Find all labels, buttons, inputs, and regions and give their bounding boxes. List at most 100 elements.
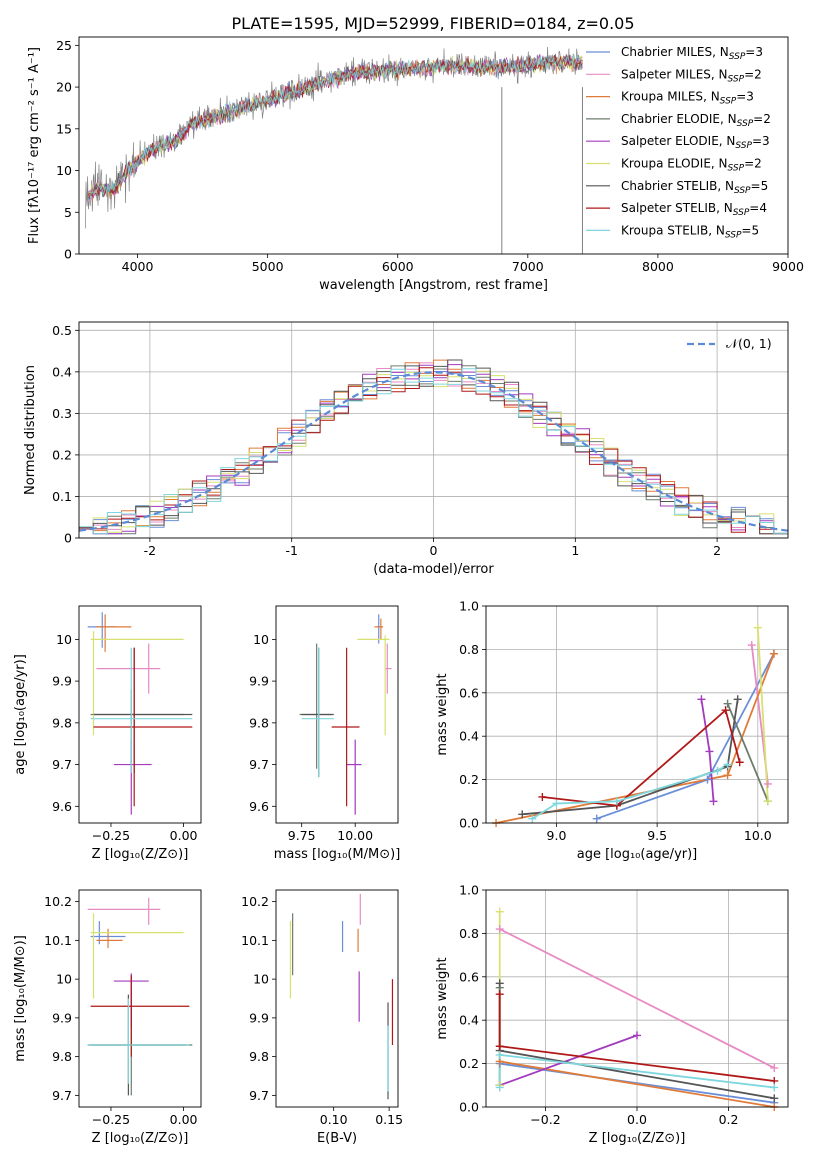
- residual-histogram: [79, 367, 788, 535]
- axes-frame: [78, 36, 789, 255]
- x-tick-label: 9.75: [288, 828, 316, 843]
- mass-weight-marker: [713, 766, 722, 775]
- y-tick-label: 0: [64, 247, 72, 262]
- y-axis-label: mass [log₁₀(M/M⊙)]: [13, 935, 28, 1062]
- legend-nssp-sub: SSP: [735, 141, 752, 151]
- y-tick-label: 0.2: [52, 447, 72, 462]
- x-tick-label: 0.10: [320, 1112, 348, 1127]
- x-tick-label: 0: [430, 543, 438, 558]
- y-tick-label: 10.1: [44, 933, 72, 948]
- mass-weight-line: [499, 928, 775, 1069]
- legend-nssp-sub: SSP: [720, 97, 737, 107]
- mass-weight-marker: [528, 814, 537, 823]
- mass-weight-marker: [495, 907, 504, 916]
- mass-weight-line: [756, 627, 769, 802]
- x-tick-label: 0.2: [719, 1112, 739, 1127]
- legend-nssp-value: 2: [754, 157, 762, 171]
- x-axis-label: age [log₁₀(age/yr)]: [577, 847, 698, 862]
- panel-age-vs-mass: 9.75 10.00 9.6 9.7 9.8 9.9 10 mass [log₁₀(M/M⊙)…: [249, 605, 401, 862]
- mass-weight-marker: [592, 814, 601, 823]
- legend-entry: Salpeter STELIB, NSSP=4: [621, 201, 767, 218]
- y-tick-label: 0.2: [459, 772, 479, 787]
- x-tick-label: 5000: [252, 259, 284, 274]
- model-spectrum-line: [87, 53, 583, 202]
- legend-nssp-eq: =: [753, 112, 763, 126]
- y-tick-label: 25: [56, 38, 72, 53]
- legend-entry: 𝒩(0, 1): [726, 336, 772, 351]
- y-tick-label: 0.0: [459, 1100, 479, 1115]
- mass-weight-marker: [697, 695, 706, 704]
- legend-nssp-eq: =: [752, 134, 762, 148]
- residual-histogram: [79, 368, 788, 535]
- x-tick-label: 10.0: [744, 828, 772, 843]
- y-tick-label: 9.7: [52, 757, 72, 772]
- mass-weight-marker: [770, 1083, 779, 1092]
- legend-nssp-eq: =: [745, 45, 755, 59]
- x-tick-label: −0.2: [530, 1112, 560, 1127]
- y-tick-label: 9.8: [249, 1049, 269, 1064]
- y-tick-label: 9.6: [52, 799, 72, 814]
- y-tick-label: 0.0: [459, 816, 479, 831]
- x-tick-label: 0.00: [170, 828, 198, 843]
- legend-nssp-prefix: , N: [717, 179, 734, 193]
- mass-weight-marker: [495, 925, 504, 934]
- legend-model-name: Kroupa MILES: [621, 90, 703, 104]
- x-tick-label: 4000: [122, 259, 154, 274]
- mass-weight-marker: [495, 1083, 504, 1092]
- x-axis-label: Z [log₁₀(Z/Z⊙)]: [589, 1131, 686, 1146]
- mass-weight-marker: [538, 792, 547, 801]
- x-axis-label: mass [log₁₀(M/M⊙)]: [274, 847, 401, 862]
- y-tick-label: 9.7: [52, 1088, 72, 1103]
- legend-entry: Salpeter MILES, NSSP=2: [621, 67, 762, 84]
- x-tick-label: 0.15: [375, 1112, 403, 1127]
- legend-nssp-value: 5: [751, 223, 759, 237]
- plot-area: [289, 893, 394, 1100]
- plot-layer: 4000 5000 6000 7000 8000 90000510152025wavele…: [13, 36, 804, 1146]
- y-tick-label: 10.2: [44, 894, 72, 909]
- x-axis-label: E(B-V): [317, 1131, 357, 1146]
- mass-weight-marker: [769, 649, 778, 658]
- axes-frame: [78, 889, 202, 1108]
- mass-weight-marker: [763, 797, 772, 806]
- x-tick-label: 2: [713, 543, 721, 558]
- x-tick-label: 9.5: [647, 828, 667, 843]
- plot-area: [79, 322, 788, 538]
- legend-nssp-value: 3: [762, 134, 770, 148]
- y-tick-label: 0.4: [52, 364, 72, 379]
- y-tick-label: 0.2: [459, 1056, 479, 1071]
- legend-nssp-eq: =: [744, 67, 754, 81]
- mass-weight-marker: [770, 1094, 779, 1103]
- x-tick-label: -1: [285, 543, 297, 558]
- axes-frame: [275, 605, 399, 824]
- legend-entry: Chabrier STELIB, NSSP=5: [621, 179, 768, 196]
- legend-model-name: Chabrier STELIB: [621, 179, 717, 193]
- mass-weight-marker: [747, 641, 756, 650]
- normal-reference-curve: [79, 371, 788, 532]
- mass-weight-line: [499, 1034, 638, 1087]
- legend-entry: Salpeter ELODIE, NSSP=3: [621, 134, 770, 151]
- plot-area: [87, 612, 193, 815]
- legend-entry: Kroupa STELIB, NSSP=5: [621, 223, 759, 240]
- panel-mass-vs-Z: −0.25 0.00 9.7 9.8 9.9 10 10.1 10.2 Z [log₁₀(Z/Z…: [13, 889, 202, 1146]
- y-tick-label: 10: [56, 632, 72, 647]
- legend-nssp-prefix: , N: [712, 45, 729, 59]
- legend-nssp-eq: =: [744, 157, 754, 171]
- y-tick-label: 9.8: [52, 715, 72, 730]
- x-tick-label: −0.25: [92, 828, 130, 843]
- mass-weight-marker: [709, 797, 718, 806]
- legend-nssp-sub: SSP: [729, 52, 746, 62]
- mass-weight-marker: [495, 990, 504, 999]
- y-tick-label: 0.4: [459, 1013, 479, 1028]
- y-tick-label: 1.0: [459, 883, 479, 898]
- mass-weight-marker: [770, 1063, 779, 1072]
- legend-nssp-prefix: , N: [711, 67, 728, 81]
- mass-weight-marker: [633, 1031, 641, 1040]
- residual-histogram: [79, 359, 788, 535]
- y-tick-label: 5: [64, 205, 72, 220]
- legend-nssp-eq: =: [749, 201, 759, 215]
- y-tick-label: 0.3: [52, 406, 72, 421]
- x-tick-label: 9000: [772, 259, 804, 274]
- y-tick-label: 9.8: [249, 715, 269, 730]
